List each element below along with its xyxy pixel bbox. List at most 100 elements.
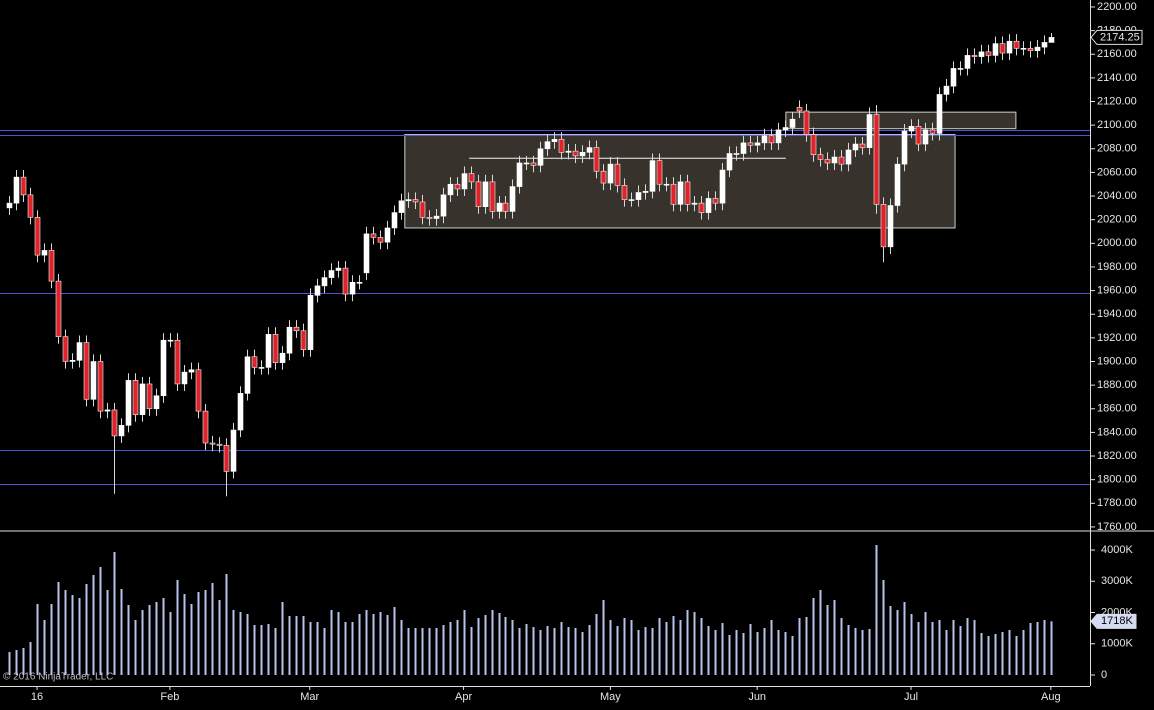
volume-bar — [260, 625, 263, 675]
volume-bar — [421, 628, 424, 675]
y-tick-label: 1800.00 — [1097, 474, 1137, 486]
volume-bar — [113, 552, 116, 675]
candle-body — [1006, 40, 1013, 54]
candle-body — [964, 55, 971, 69]
volume-bar — [155, 602, 158, 675]
last-price-box — [1090, 29, 1143, 45]
volume-bar — [127, 605, 130, 675]
volume-bar — [896, 610, 899, 675]
volume-bar — [546, 626, 549, 675]
candle-body — [223, 445, 230, 472]
candle-body — [335, 267, 342, 271]
candle-body — [55, 280, 62, 337]
candle-body — [174, 339, 181, 385]
candle-body — [593, 147, 600, 172]
volume-bar — [609, 620, 612, 675]
candle-body — [943, 85, 950, 95]
volume-bar — [218, 600, 221, 675]
candle-body — [447, 183, 454, 196]
volume-bar — [826, 605, 829, 675]
candle-body — [314, 285, 321, 296]
volume-bar — [875, 545, 878, 675]
volume-bar — [854, 628, 857, 675]
volume-bar — [190, 604, 193, 675]
volume-bar — [470, 627, 473, 675]
volume-bar — [602, 600, 605, 675]
volume-bar — [749, 624, 752, 675]
candle-body — [146, 383, 153, 410]
volume-bar — [316, 622, 319, 675]
candle-body — [468, 173, 475, 183]
candle-body — [901, 130, 908, 165]
candle-body — [307, 295, 314, 350]
volume-tick-label: 4000K — [1101, 544, 1133, 556]
volume-bar — [498, 613, 501, 675]
candle-body — [628, 199, 635, 201]
candle-body — [27, 194, 34, 218]
candle-body — [838, 156, 845, 165]
volume-tick-label: 1000K — [1101, 638, 1133, 650]
volume-bar — [910, 614, 913, 675]
volume-bar — [637, 630, 640, 675]
volume-bar — [442, 625, 445, 675]
x-tick-label: 16 — [31, 691, 43, 703]
last-volume-label: 1718K — [1101, 615, 1133, 627]
volume-bar — [924, 612, 927, 675]
volume-bar — [770, 620, 773, 675]
volume-bar — [435, 628, 438, 675]
volume-bar — [861, 630, 864, 675]
candle-body — [642, 191, 649, 193]
zone-rectangle — [404, 134, 956, 229]
volume-bar — [36, 604, 39, 675]
candle-body — [461, 173, 468, 190]
volume-bar — [71, 595, 74, 675]
candle-body — [789, 118, 796, 128]
candle-body — [782, 127, 789, 131]
volume-bar — [225, 574, 228, 675]
candle-body — [796, 107, 803, 112]
volume-bar — [358, 614, 361, 675]
candle-body — [957, 68, 964, 70]
y-tick-label: 1920.00 — [1097, 332, 1137, 344]
y-tick-label: 2120.00 — [1097, 95, 1137, 107]
candle-body — [537, 148, 544, 166]
volume-bar — [931, 622, 934, 675]
candle-body — [523, 162, 530, 165]
volume-bar — [889, 606, 892, 675]
volume-bar — [966, 618, 969, 675]
volume-bar — [623, 618, 626, 675]
volume-bar — [463, 610, 466, 675]
candle-body — [230, 429, 237, 472]
y-tick-label: 2100.00 — [1097, 119, 1137, 131]
candle-body — [635, 192, 642, 200]
y-tick-label: 1880.00 — [1097, 379, 1137, 391]
candle-body — [775, 129, 782, 144]
volume-bar — [50, 604, 53, 675]
volume-bar — [581, 632, 584, 675]
volume-bar — [1036, 622, 1039, 675]
volume-bar — [309, 622, 312, 675]
candle-body — [810, 134, 817, 155]
volume-bar — [917, 622, 920, 675]
candle-body — [160, 339, 167, 397]
volume-bar — [693, 612, 696, 675]
candle-body — [384, 227, 391, 243]
volume-bar — [763, 628, 766, 675]
volume-bar — [1022, 630, 1025, 675]
volume-bar — [1001, 632, 1004, 675]
volume-bar — [428, 628, 431, 675]
candle-body — [712, 198, 719, 204]
volume-bar — [777, 630, 780, 675]
candle-body — [803, 110, 810, 135]
candle-body — [342, 267, 349, 295]
volume-bar — [330, 610, 333, 675]
candle-body — [1020, 48, 1027, 50]
candle-body — [244, 356, 251, 394]
candle-body — [251, 356, 258, 368]
y-tick-label: 2080.00 — [1097, 143, 1137, 155]
candle-body — [887, 205, 894, 248]
volume-bar — [756, 632, 759, 675]
copyright: © 2016 NinjaTrader, LLC — [3, 672, 113, 683]
